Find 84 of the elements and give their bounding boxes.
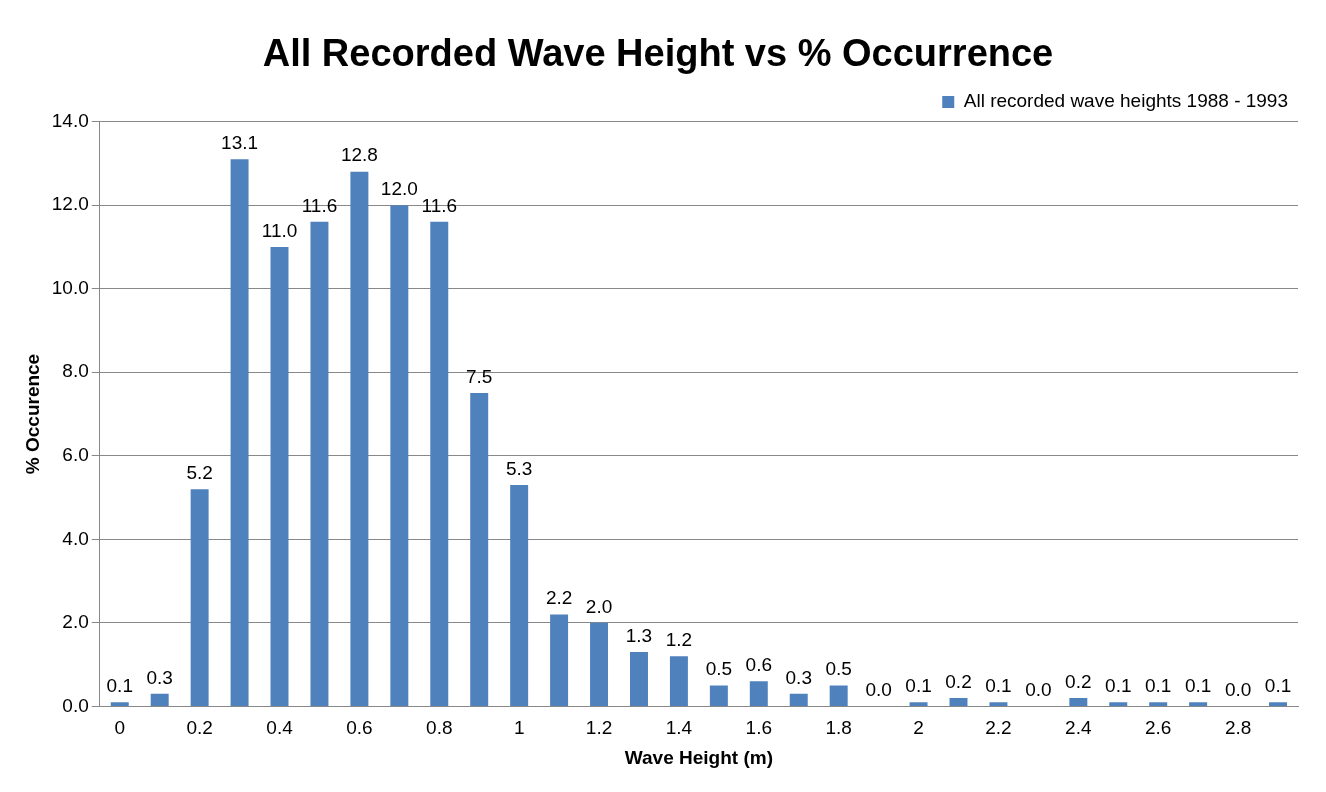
x-tick-label: 1.4 [665, 717, 693, 739]
bar [789, 693, 808, 706]
x-tick-label: 0.6 [346, 717, 373, 739]
data-label: 11.6 [301, 194, 338, 216]
bar [829, 685, 848, 706]
x-tick-label: 0.8 [426, 717, 453, 739]
bar [949, 698, 968, 706]
data-label: 5.2 [186, 461, 213, 483]
y-tick-label: 12.0 [51, 193, 89, 215]
data-label: 11.6 [421, 194, 458, 216]
bar [470, 393, 489, 706]
data-label: 1.2 [665, 629, 693, 651]
y-tick-label: 10.0 [51, 276, 89, 298]
bar [749, 681, 768, 706]
bar [1189, 702, 1208, 706]
data-label: 0.3 [785, 666, 812, 688]
bar [550, 614, 569, 706]
data-label: 0.1 [1105, 674, 1132, 696]
data-label: 0.1 [106, 674, 133, 696]
x-tick-label: 2 [913, 717, 924, 739]
bar [909, 702, 928, 706]
x-tick-label: 2.4 [1065, 717, 1092, 739]
data-label: 0.0 [1224, 679, 1252, 701]
data-label: 5.3 [505, 457, 533, 479]
data-label: 0.1 [1184, 674, 1212, 696]
bar [350, 171, 369, 706]
x-tick-label: 2.8 [1224, 717, 1252, 739]
y-tick-label: 14.0 [51, 109, 89, 131]
bar [510, 485, 529, 706]
data-label: 0.3 [146, 666, 173, 688]
data-label: 2.2 [545, 587, 573, 609]
data-label: 0.1 [905, 674, 932, 696]
bar [590, 622, 609, 706]
data-label: 7.5 [466, 365, 493, 387]
chart-title: All Recorded Wave Height vs % Occurrence [262, 32, 1054, 75]
bar [310, 221, 329, 706]
data-label: 0.2 [1065, 670, 1092, 692]
data-label: 12.8 [340, 144, 378, 166]
x-axis-title: Wave Height (m) [624, 746, 773, 768]
x-tick-label: 1.2 [585, 717, 613, 739]
bar [1109, 702, 1128, 706]
data-label: 0.5 [825, 658, 852, 680]
x-tick-label: 1.8 [825, 717, 852, 739]
data-label: 0.1 [1145, 674, 1172, 696]
data-label: 13.1 [221, 131, 259, 153]
y-tick-label: 8.0 [62, 360, 89, 382]
y-tick-label: 6.0 [62, 444, 89, 466]
data-label: 0.0 [865, 679, 892, 701]
x-tick-label: 0.4 [266, 717, 294, 739]
bar [1149, 702, 1168, 706]
bar [1069, 698, 1088, 706]
bar [430, 221, 449, 706]
data-label: 0.1 [1264, 674, 1292, 696]
y-tick-label: 2.0 [62, 611, 89, 633]
x-tick-label: 1 [513, 717, 525, 739]
bar [989, 702, 1008, 706]
bar [709, 685, 728, 706]
data-label: 0.1 [985, 674, 1012, 696]
bar [1269, 702, 1288, 706]
y-tick-label: 4.0 [62, 527, 89, 549]
data-label: 11.0 [261, 219, 298, 241]
data-label: 0.2 [945, 670, 972, 692]
bar [669, 656, 688, 706]
data-label: 2.0 [585, 595, 613, 617]
data-label: 12.0 [380, 177, 418, 199]
bar [390, 205, 409, 706]
data-label: 0.0 [1025, 679, 1052, 701]
legend-label: All recorded wave heights 1988 - 1993 [963, 90, 1288, 112]
bar [190, 489, 209, 706]
x-tick-label: 2.6 [1145, 717, 1172, 739]
data-label: 1.3 [625, 624, 653, 646]
bar [230, 159, 249, 706]
x-tick-label: 0.2 [186, 717, 213, 739]
bar [270, 246, 289, 706]
y-axis-title: % Occurence [21, 353, 43, 475]
data-label: 0.5 [705, 658, 733, 680]
x-tick-label: 1.6 [745, 717, 773, 739]
data-label: 0.6 [745, 654, 773, 676]
x-tick-label: 2.2 [985, 717, 1012, 739]
bar [110, 702, 129, 706]
x-tick-label: 0 [114, 717, 126, 739]
bar [150, 693, 169, 706]
y-tick-label: 0.0 [62, 694, 89, 716]
bar [629, 652, 648, 706]
